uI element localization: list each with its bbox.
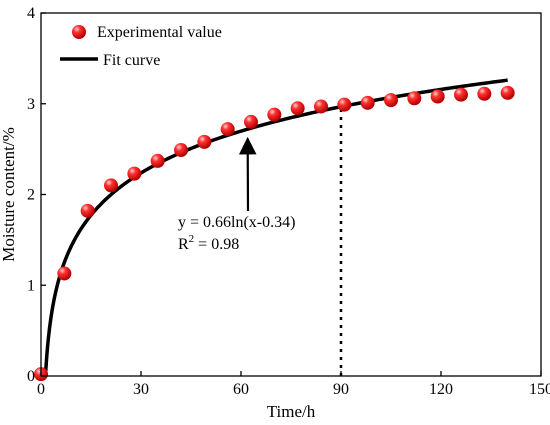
data-point	[360, 95, 375, 110]
data-point	[454, 87, 468, 102]
data-point	[500, 85, 515, 100]
r-squared-superscript: 2	[189, 233, 195, 245]
x-tick-label: 90	[333, 381, 349, 398]
data-point	[174, 143, 188, 158]
y-tick-label: 0	[27, 368, 35, 385]
data-point	[197, 134, 212, 149]
data-point	[314, 99, 328, 114]
data-point	[290, 101, 305, 116]
data-point	[104, 178, 118, 193]
r-squared-value: = 0.98	[194, 236, 239, 253]
data-point	[57, 266, 72, 281]
y-tick-label: 2	[27, 187, 35, 204]
experimental-points	[34, 85, 515, 382]
data-point	[150, 153, 165, 168]
data-point	[384, 93, 398, 108]
fit-equation-text: y = 0.66ln(x-0.34)	[178, 214, 295, 231]
data-point	[337, 97, 352, 112]
data-point	[127, 166, 142, 181]
data-point	[244, 114, 258, 129]
data-point	[220, 122, 235, 137]
x-tick-label: 120	[429, 381, 453, 398]
legend: Experimental value Fit curve	[60, 24, 222, 69]
r-squared-text: R2 = 0.98	[178, 233, 239, 253]
x-tick-label: 0	[37, 381, 45, 398]
r-squared-prefix: R	[178, 236, 189, 253]
y-tick-label: 4	[27, 5, 35, 22]
x-tick-label: 30	[133, 381, 149, 398]
legend-label-experimental: Experimental value	[97, 24, 222, 41]
legend-marker-experimental	[72, 25, 86, 39]
data-point	[477, 86, 492, 101]
data-point	[267, 107, 282, 122]
axis-ticks: 0 30 60 90 120 150 0 1 2 3 4	[27, 5, 550, 398]
data-point	[430, 89, 445, 104]
data-point	[407, 91, 422, 106]
y-tick-label: 3	[27, 96, 35, 113]
x-axis-title: Time/h	[267, 402, 316, 421]
y-axis-title: Moisture content/%	[0, 127, 18, 262]
legend-label-fit: Fit curve	[103, 52, 160, 69]
data-point	[80, 203, 95, 218]
y-tick-label: 1	[27, 277, 35, 294]
x-tick-label: 150	[529, 381, 550, 398]
x-tick-label: 60	[233, 381, 249, 398]
